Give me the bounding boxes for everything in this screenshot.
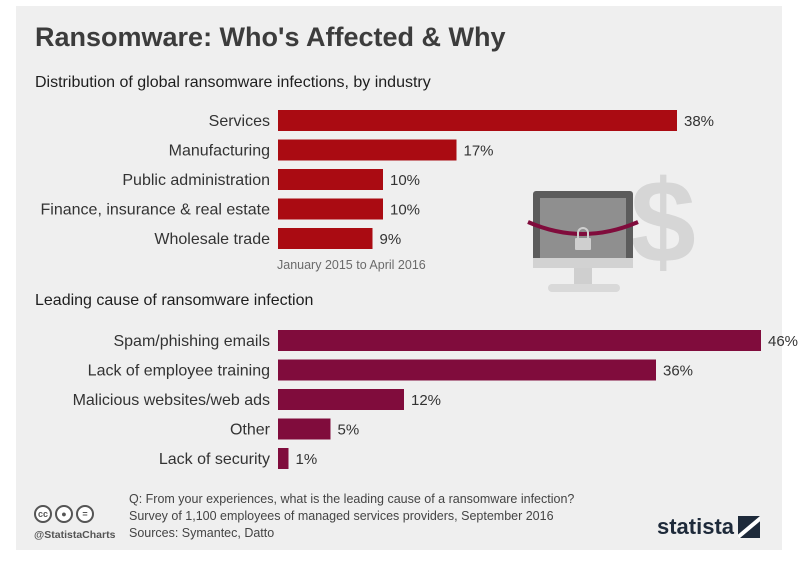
ransomware-illustration: $ (527, 156, 696, 292)
padlock-icon (575, 227, 591, 250)
industry-value-label: 10% (390, 172, 420, 189)
creative-commons-icon[interactable]: cc (34, 505, 52, 523)
industry-chart-subtitle: Distribution of global ransomware infect… (35, 74, 431, 91)
industry-bar[interactable] (278, 110, 677, 131)
svg-text:$: $ (630, 156, 696, 288)
industry-value-label: 9% (380, 231, 402, 248)
no-derivatives-icon[interactable]: = (76, 505, 94, 523)
industry-category-label: Services (209, 113, 270, 130)
industry-bar-chart: Services 38% Manufacturing 17% Public admini… (41, 110, 714, 249)
industry-value-label: 10% (390, 202, 420, 219)
statista-handle[interactable]: @StatistaCharts (34, 529, 116, 541)
cause-category-label: Lack of employee training (88, 363, 270, 380)
industry-value-label: 38% (684, 113, 714, 130)
statista-logo-text: statista (657, 514, 735, 539)
dollar-icon: $ (630, 156, 696, 288)
cause-category-label: Malicious websites/web ads (73, 392, 270, 409)
monitor-icon (527, 191, 639, 292)
cause-category-label: Other (230, 422, 271, 439)
cause-value-label: 36% (663, 363, 693, 380)
cause-bar[interactable] (278, 330, 761, 351)
attribution-icon[interactable]: ● (55, 505, 73, 523)
chart-title: Ransomware: Who's Affected & Why (35, 22, 506, 52)
cause-bar[interactable] (278, 448, 289, 469)
chart-card (16, 6, 782, 550)
cause-value-label: 1% (296, 451, 318, 468)
cause-value-label: 46% (768, 333, 798, 350)
industry-bar[interactable] (278, 228, 373, 249)
industry-category-label: Manufacturing (169, 143, 270, 160)
cause-category-label: Spam/phishing emails (113, 333, 270, 350)
industry-bar[interactable] (278, 139, 457, 161)
statista-logo[interactable]: statista (657, 514, 761, 540)
cause-bar[interactable] (278, 359, 656, 381)
chart-footer-notes: Q: From your experiences, what is the le… (129, 491, 574, 542)
industry-bar[interactable] (278, 169, 383, 190)
statista-logo-icon (738, 516, 761, 538)
cause-value-label: 12% (411, 392, 441, 409)
industry-chart-period-note: January 2015 to April 2016 (277, 258, 426, 272)
cause-category-label: Lack of security (159, 451, 270, 468)
industry-value-label: 17% (464, 143, 494, 160)
cause-value-label: 5% (338, 422, 360, 439)
industry-category-label: Public administration (122, 172, 270, 189)
survey-question: Q: From your experiences, what is the le… (129, 492, 575, 506)
cause-bar[interactable] (278, 418, 331, 440)
industry-category-label: Finance, insurance & real estate (41, 202, 271, 219)
cause-bar[interactable] (278, 389, 404, 410)
cause-chart-subtitle: Leading cause of ransomware infection (35, 292, 314, 309)
industry-bar[interactable] (278, 198, 383, 220)
sources-note: Sources: Symantec, Datto (129, 526, 275, 540)
license-icons[interactable]: cc ● = (34, 505, 94, 523)
cause-bar-chart: Spam/phishing emails 46% Lack of employee … (73, 330, 798, 469)
survey-description: Survey of 1,100 employees of managed ser… (129, 509, 554, 523)
industry-category-label: Wholesale trade (154, 231, 270, 248)
